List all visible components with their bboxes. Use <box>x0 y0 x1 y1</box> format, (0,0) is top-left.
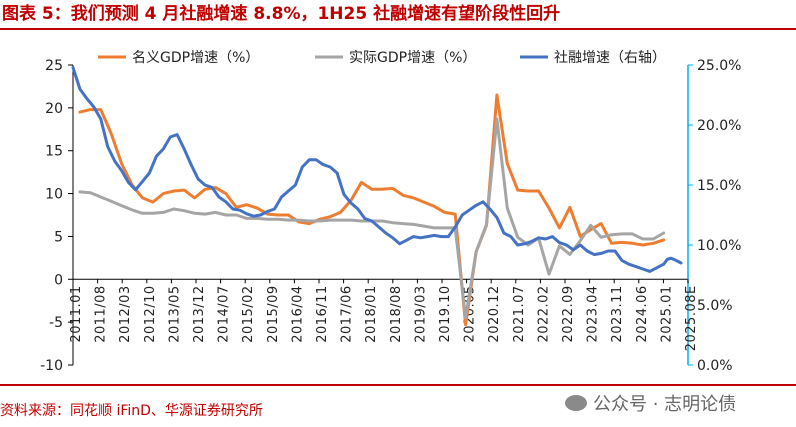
x-axis-tick-label: 2013/05 <box>167 285 182 343</box>
x-axis-tick-label: 2016/11 <box>315 285 330 343</box>
watermark-text: 公众号 · 志明论债 <box>593 394 737 415</box>
left-axis-tick-label: 15 <box>45 144 63 160</box>
right-axis-tick-label: 0.0% <box>697 358 733 374</box>
x-axis-tick-label: 2020.12 <box>487 285 502 342</box>
x-axis-tick-label: 2012/03 <box>118 285 133 343</box>
chart-title: 图表 5：我们预测 4 月社融增速 8.8%，1H25 社融增速有望阶段性回升 <box>0 0 796 30</box>
x-axis-tick-label: 2024.06 <box>635 285 650 342</box>
left-axis-tick-label: 0 <box>54 272 63 288</box>
left-axis-tick-label: 10 <box>45 187 63 203</box>
x-axis-tick-label: 2023.11 <box>610 285 625 342</box>
right-axis-tick-label: 15.0% <box>697 178 741 194</box>
x-axis-tick-label: 2021.07 <box>512 285 527 342</box>
left-axis-tick-label: 25 <box>45 58 63 74</box>
x-axis-tick-label: 2025.01 <box>659 285 674 342</box>
x-axis-tick-label: 2011/08 <box>94 285 109 343</box>
x-axis-tick-label: 2017/06 <box>340 285 355 343</box>
legend-label-3: 社融增速（右轴） <box>554 50 666 66</box>
footer: 资料来源：同花顺 iFinD、华源证券研究所 公众号 · 志明论债 <box>0 384 796 427</box>
left-axis-tick-label: 5 <box>54 229 63 245</box>
x-axis-tick-label: 2012/10 <box>143 285 158 343</box>
x-axis-tick-label: 2018/01 <box>364 285 379 343</box>
x-axis-tick-label: 2020.05 <box>463 285 478 342</box>
left-axis-tick-label: -5 <box>49 315 63 331</box>
x-axis-tick-label: 2013/12 <box>192 285 207 343</box>
x-axis-tick-label: 2015/02 <box>241 285 256 343</box>
x-axis-tick-label: 2019.10 <box>438 285 453 342</box>
series-line-3 <box>71 65 683 273</box>
chart-canvas: 名义GDP增速（%） 实际GDP增速（%） 社融增速（右轴） 25 20 15 10 5 0 -… <box>40 50 741 374</box>
right-axis-tick-label: 5.0% <box>697 298 733 314</box>
right-axis-tick-label: 25.0% <box>697 58 741 74</box>
chart-legend: 名义GDP增速（%） 实际GDP增速（%） 社融增速（右轴） <box>98 50 666 66</box>
series-line-1 <box>78 93 666 327</box>
x-axis-tick-label: 2011.01 <box>69 285 84 342</box>
chart-axes: 25 20 15 10 5 0 -5 -10 25.0% 20.0% 15.0% 10.0% 5.0% 0… <box>40 58 741 374</box>
legend-label-1: 名义GDP增速（%） <box>132 50 259 66</box>
source-note: 资料来源：同花顺 iFinD、华源证券研究所 <box>0 403 263 419</box>
x-axis-tick-label: 2015/09 <box>266 285 281 343</box>
x-axis-tick-label: 2023.04 <box>586 285 601 342</box>
left-axis-tick-label: 20 <box>45 101 63 117</box>
x-axis-tick-label: 2022.02 <box>536 285 551 342</box>
wechat-icon <box>565 395 587 411</box>
chart-series-lines <box>71 65 683 327</box>
x-axis-tick-label: 2018/08 <box>389 285 404 343</box>
x-axis-tick-label: 2016/04 <box>290 285 305 343</box>
x-axis-tick-label: 2022.09 <box>561 285 576 342</box>
x-axis-tick-label: 2014/07 <box>217 285 232 343</box>
x-axis-tick-label: 2025.08E <box>684 285 699 351</box>
left-axis-tick-label: -10 <box>40 358 63 374</box>
right-axis-tick-label: 20.0% <box>697 118 741 134</box>
right-axis-tick-label: 10.0% <box>697 238 741 254</box>
x-axis-tick-label: 2019/03 <box>413 285 428 343</box>
legend-label-2: 实际GDP增速（%） <box>349 50 476 66</box>
watermark: 公众号 · 志明论债 <box>565 390 736 416</box>
